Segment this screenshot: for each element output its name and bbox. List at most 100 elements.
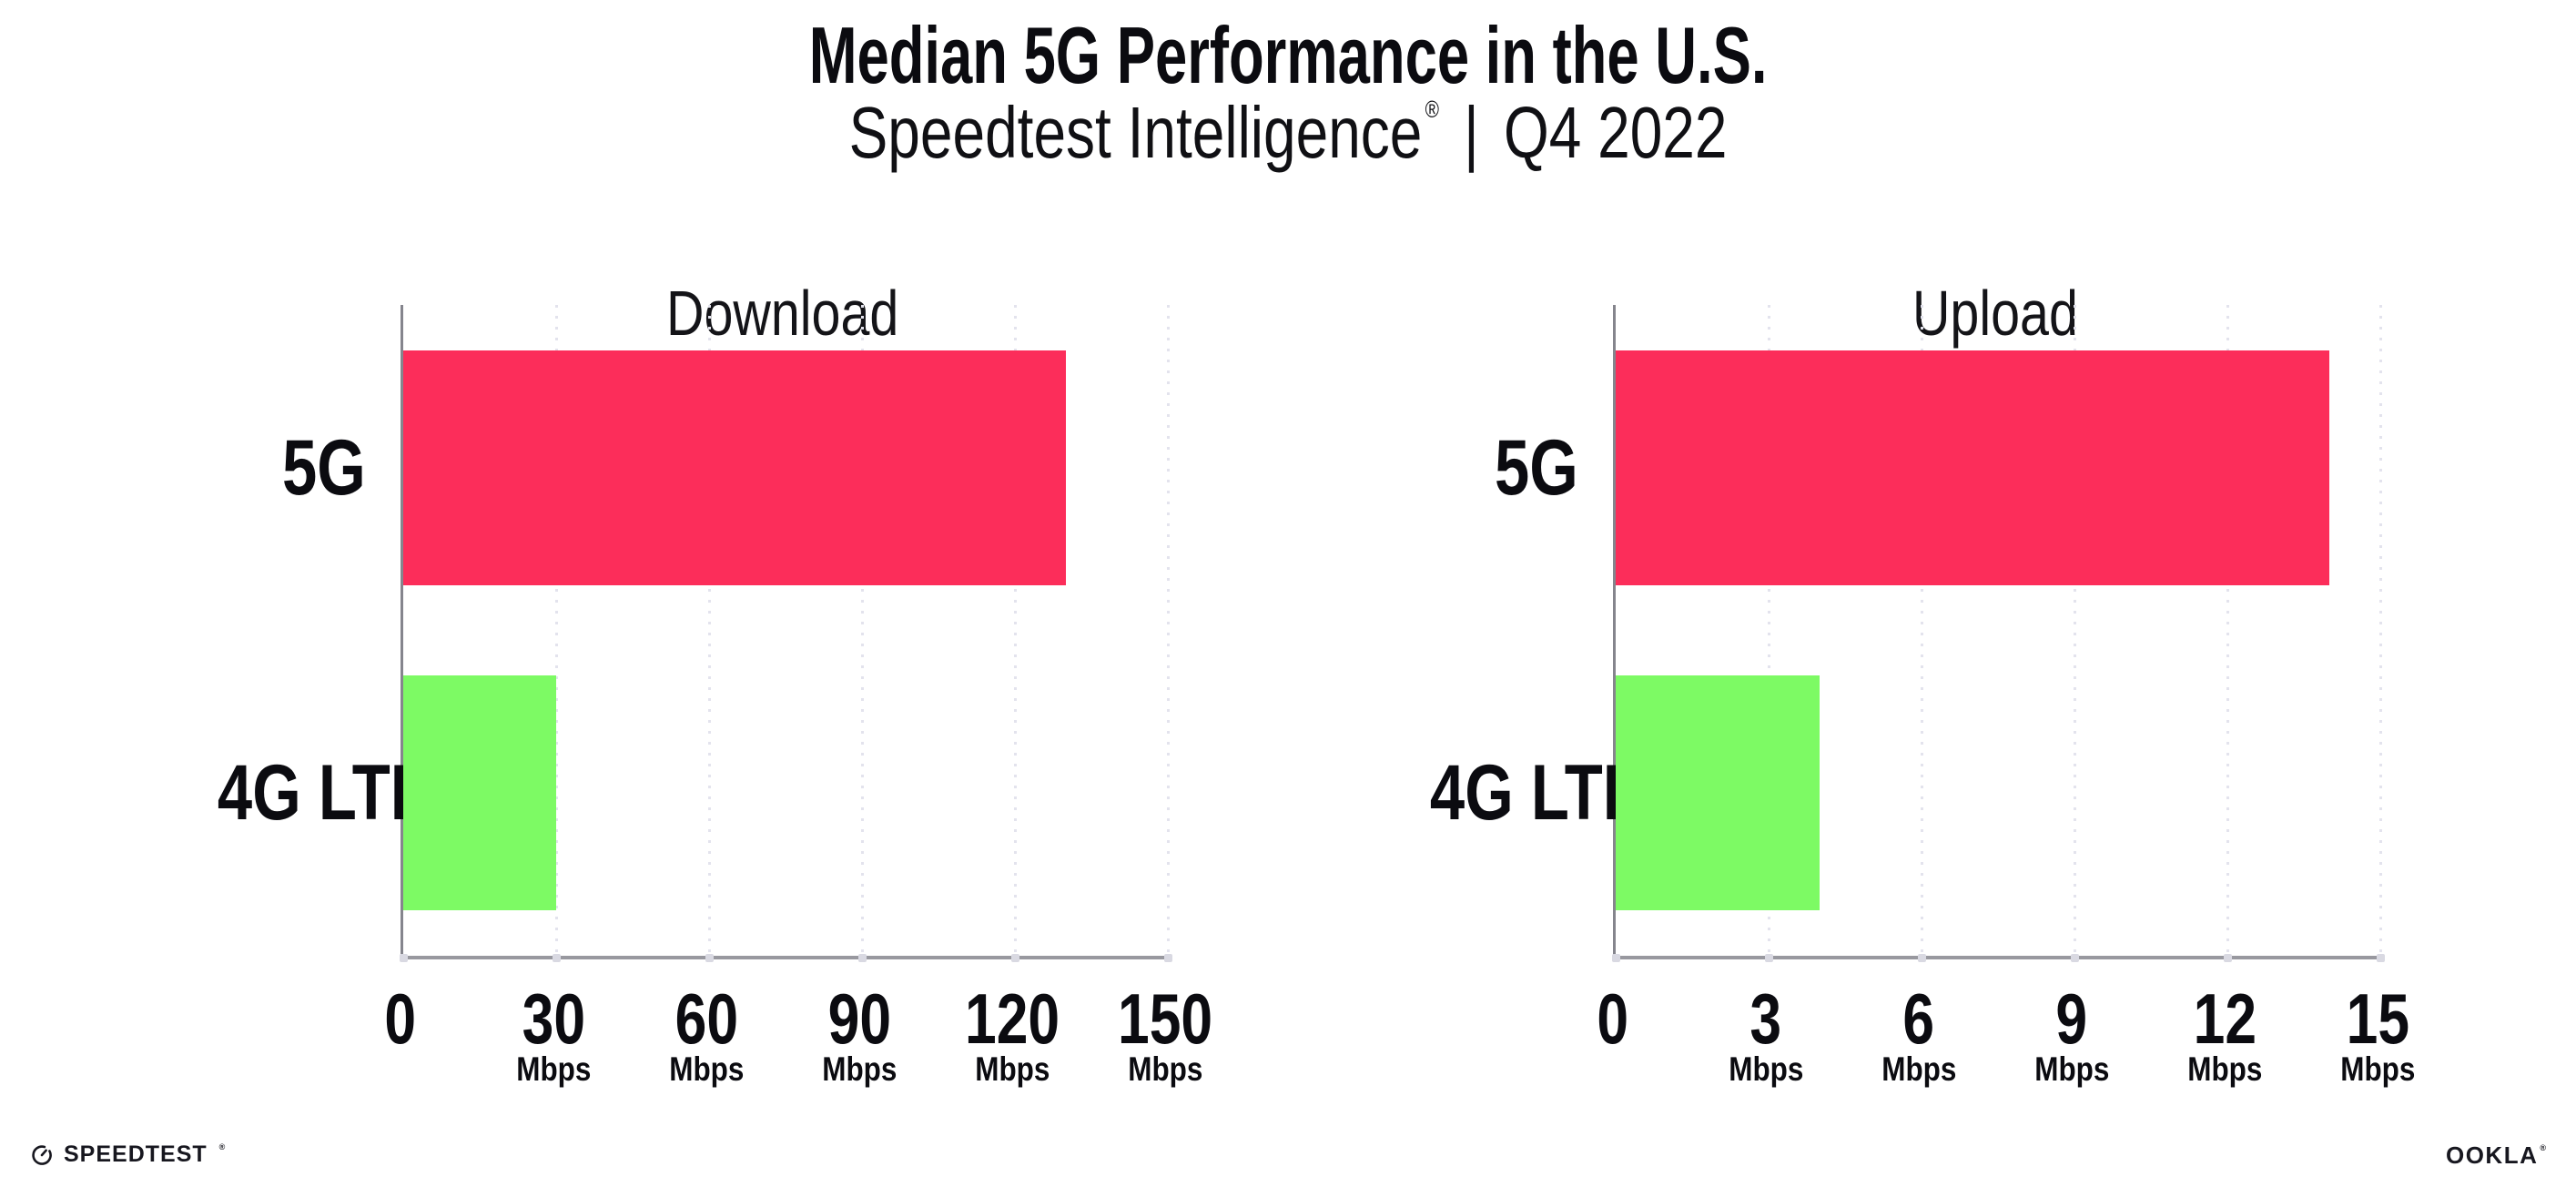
x-tick-unit: Mbps: [723, 1052, 996, 1086]
download-chart-title: Download: [401, 277, 1165, 350]
gridline: [2226, 305, 2229, 956]
category-label-4g-lte: 4G LTE: [1376, 747, 1645, 838]
bar-5g: [1616, 350, 2329, 585]
upload-plot-area: [1611, 305, 2385, 962]
gridline: [1921, 305, 1923, 956]
download-chart-title-text: Download: [666, 278, 899, 350]
category-label-5g: 5G: [1376, 422, 1578, 513]
chart-subtitle-text: Speedtest Intelligence ® | Q4 2022: [849, 91, 1728, 175]
gridline: [2074, 305, 2076, 956]
x-tick-value: 15: [2346, 979, 2409, 1059]
gridline: [555, 305, 558, 956]
x-tick-unit-text: Mbps: [1881, 1050, 1957, 1088]
subtitle-period: Q4 2022: [1503, 92, 1728, 173]
page-title-text: Median 5G Performance in the U.S.: [808, 10, 1768, 100]
upload-chart-title: Upload: [1613, 277, 2378, 350]
x-tick-unit-text: Mbps: [1127, 1050, 1203, 1088]
category-label-text: 5G: [1495, 423, 1578, 512]
x-tick-unit: Mbps: [2241, 1052, 2514, 1086]
x-tick-unit-text: Mbps: [515, 1050, 592, 1088]
speedtest-logo: SPEEDTEST ®: [30, 1138, 225, 1171]
category-label-4g-lte: 4G LTE: [164, 747, 432, 838]
bar-4g-lte: [403, 675, 556, 911]
x-tick-unit-text: Mbps: [974, 1050, 1050, 1088]
gridline: [708, 305, 711, 956]
tick-mark: [2376, 954, 2385, 962]
x-tick-label: 12: [2088, 983, 2361, 1054]
category-label-5g: 5G: [164, 422, 366, 513]
x-tick-label: 3: [1629, 983, 1902, 1054]
gridline: [2379, 305, 2382, 956]
x-tick-unit-text: Mbps: [2186, 1050, 2263, 1088]
bar-4g-lte: [1616, 675, 1820, 911]
ookla-logo: OOKLA ®: [2446, 1140, 2546, 1171]
x-tick-label: 30: [417, 983, 690, 1054]
speedtest-gauge-icon: [32, 1145, 52, 1165]
ookla-registered-mark: ®: [2540, 1143, 2546, 1152]
x-tick-value: 150: [1117, 979, 1213, 1059]
chart-subtitle: Speedtest Intelligence ® | Q4 2022: [0, 91, 2576, 175]
subtitle-separator: |: [1464, 92, 1479, 173]
x-tick-unit-text: Mbps: [2339, 1050, 2416, 1088]
x-tick-unit: Mbps: [1629, 1052, 1902, 1086]
bar-5g: [403, 350, 1066, 585]
x-tick-unit-text: Mbps: [1728, 1050, 1804, 1088]
upload-chart: Upload 0 3 Mbps 6 Mbps 9 Mbps 12 Mbps 15 Mbps 5G 4G …: [1376, 218, 2432, 1138]
category-label-text: 5G: [282, 423, 366, 512]
x-tick-label: 150: [1029, 983, 1302, 1054]
x-tick-value: 60: [674, 979, 738, 1059]
tick-mark: [1764, 954, 1773, 962]
tick-mark: [857, 954, 867, 962]
speedtest-registered-mark: ®: [218, 1142, 226, 1151]
x-tick-unit: Mbps: [1935, 1052, 2208, 1086]
x-tick-label: 0: [264, 983, 537, 1054]
download-plot-area: [399, 305, 1172, 962]
gridline: [861, 305, 864, 956]
tick-mark: [399, 954, 408, 962]
gridline: [1768, 305, 1770, 956]
tick-mark: [1163, 954, 1172, 962]
download-chart: Download 0 30 Mbps 60 Mbps 90 Mbps 120 Mbps 150 Mb…: [164, 218, 1220, 1138]
x-tick-unit: Mbps: [2088, 1052, 2361, 1086]
category-label-text: 4G LTE: [217, 749, 432, 837]
x-tick-label: 120: [876, 983, 1149, 1054]
x-tick-unit-text: Mbps: [821, 1050, 898, 1088]
tick-mark: [1611, 954, 1620, 962]
x-tick-unit: Mbps: [570, 1052, 843, 1086]
tick-mark: [2070, 954, 2079, 962]
registered-mark: ®: [1425, 96, 1439, 123]
x-tick-value: 12: [2193, 979, 2257, 1059]
tick-mark: [705, 954, 714, 962]
x-tick-label: 90: [723, 983, 996, 1054]
tick-mark: [1010, 954, 1019, 962]
ookla-logo-text: OOKLA: [2445, 1141, 2539, 1169]
gridline: [1167, 305, 1170, 956]
x-tick-label: 6: [1782, 983, 2055, 1054]
x-tick-value: 6: [1902, 979, 1935, 1059]
speedtest-logo-text: SPEEDTEST: [64, 1141, 208, 1167]
x-tick-label: 15: [2241, 983, 2514, 1054]
upload-chart-title-text: Upload: [1912, 278, 2078, 350]
category-label-text: 4G LTE: [1429, 749, 1645, 837]
x-tick-value: 30: [522, 979, 585, 1059]
x-tick-unit: Mbps: [1782, 1052, 2055, 1086]
tick-mark: [2223, 954, 2232, 962]
x-tick-unit: Mbps: [876, 1052, 1149, 1086]
x-tick-value: 90: [827, 979, 891, 1059]
tick-mark: [1917, 954, 1926, 962]
x-tick-unit-text: Mbps: [668, 1050, 745, 1088]
x-tick-value: 9: [2055, 979, 2088, 1059]
x-tick-value: 3: [1749, 979, 1782, 1059]
subtitle-product: Speedtest Intelligence: [848, 92, 1423, 173]
x-tick-label: 0: [1476, 983, 1749, 1054]
x-tick-value: 0: [384, 979, 417, 1059]
x-tick-value: 120: [964, 979, 1060, 1059]
x-tick-label: 60: [570, 983, 843, 1054]
tick-mark: [552, 954, 561, 962]
page-title: Median 5G Performance in the U.S.: [0, 9, 2576, 102]
x-tick-unit-text: Mbps: [2033, 1050, 2110, 1088]
x-tick-unit: Mbps: [1029, 1052, 1302, 1086]
x-tick-value: 0: [1597, 979, 1629, 1059]
x-tick-label: 9: [1935, 983, 2208, 1054]
